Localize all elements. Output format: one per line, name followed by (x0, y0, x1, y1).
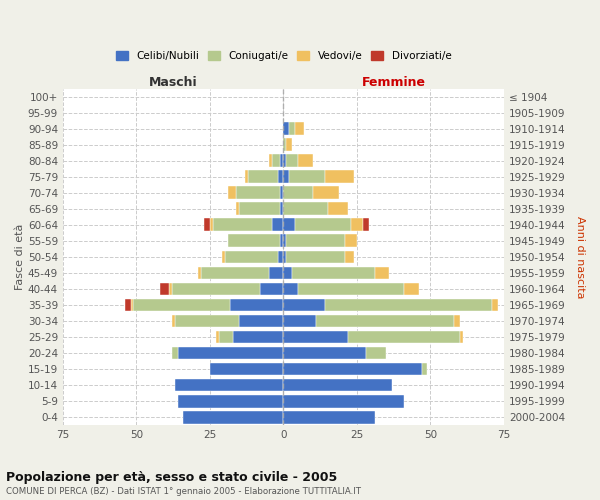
Bar (404, 282, 419, 296)
Bar (283, 410, 374, 424)
Bar (269, 154, 272, 167)
Bar (492, 298, 498, 312)
Bar (239, 202, 280, 215)
Legend: Celibi/Nubili, Coniugati/e, Vedovi/e, Divorziati/e: Celibi/Nubili, Coniugati/e, Vedovi/e, Di… (112, 47, 455, 65)
Bar (374, 266, 389, 280)
Bar (325, 298, 492, 312)
Bar (283, 170, 289, 183)
Y-axis label: Anni di nascita: Anni di nascita (575, 216, 585, 298)
Bar (227, 234, 280, 248)
Bar (295, 122, 304, 135)
Bar (224, 250, 278, 264)
Bar (286, 138, 292, 151)
Bar (351, 218, 363, 232)
Bar (172, 346, 178, 360)
Bar (345, 250, 354, 264)
Bar (289, 122, 295, 135)
Bar (286, 234, 345, 248)
Bar (233, 330, 283, 344)
Bar (283, 154, 286, 167)
Bar (280, 186, 283, 199)
Bar (131, 298, 133, 312)
Bar (172, 282, 260, 296)
Bar (283, 266, 292, 280)
Bar (272, 218, 283, 232)
Bar (283, 122, 289, 135)
Bar (227, 186, 236, 199)
Bar (213, 218, 272, 232)
Bar (298, 282, 404, 296)
Bar (278, 250, 283, 264)
Bar (286, 154, 298, 167)
Text: Popolazione per età, sesso e stato civile - 2005: Popolazione per età, sesso e stato civil… (6, 471, 337, 484)
Text: Femmine: Femmine (362, 76, 425, 88)
Bar (239, 314, 283, 328)
Bar (178, 346, 283, 360)
Bar (348, 330, 460, 344)
Bar (292, 266, 374, 280)
Bar (283, 202, 328, 215)
Bar (216, 330, 219, 344)
Bar (272, 154, 280, 167)
Bar (283, 394, 404, 407)
Bar (283, 362, 422, 376)
Bar (454, 314, 460, 328)
Bar (283, 314, 316, 328)
Bar (248, 170, 278, 183)
Bar (175, 314, 239, 328)
Bar (325, 170, 354, 183)
Bar (175, 378, 283, 392)
Bar (286, 250, 345, 264)
Bar (366, 346, 386, 360)
Bar (283, 186, 313, 199)
Bar (313, 186, 339, 199)
Bar (230, 298, 283, 312)
Text: Maschi: Maschi (149, 76, 197, 88)
Bar (422, 362, 427, 376)
Bar (283, 298, 325, 312)
Bar (460, 330, 463, 344)
Bar (178, 394, 283, 407)
Bar (260, 282, 283, 296)
Bar (219, 330, 233, 344)
Bar (269, 266, 283, 280)
Bar (236, 186, 280, 199)
Bar (198, 266, 201, 280)
Bar (133, 298, 230, 312)
Bar (283, 234, 286, 248)
Bar (283, 282, 298, 296)
Bar (245, 170, 248, 183)
Bar (280, 154, 283, 167)
Bar (283, 250, 286, 264)
Bar (298, 154, 313, 167)
Bar (283, 138, 286, 151)
Bar (278, 170, 283, 183)
Bar (280, 202, 283, 215)
Text: COMUNE DI PERCA (BZ) - Dati ISTAT 1° gennaio 2005 - Elaborazione TUTTITALIA.IT: COMUNE DI PERCA (BZ) - Dati ISTAT 1° gen… (6, 487, 361, 496)
Bar (283, 330, 348, 344)
Bar (316, 314, 454, 328)
Bar (204, 218, 210, 232)
Bar (169, 282, 172, 296)
Bar (125, 298, 131, 312)
Bar (345, 234, 357, 248)
Bar (283, 218, 295, 232)
Y-axis label: Fasce di età: Fasce di età (15, 224, 25, 290)
Bar (289, 170, 325, 183)
Bar (280, 234, 283, 248)
Bar (160, 282, 169, 296)
Bar (210, 218, 213, 232)
Bar (283, 346, 366, 360)
Bar (221, 250, 224, 264)
Bar (363, 218, 368, 232)
Bar (283, 378, 392, 392)
Bar (210, 362, 283, 376)
Bar (201, 266, 269, 280)
Bar (172, 314, 175, 328)
Bar (328, 202, 348, 215)
Bar (184, 410, 283, 424)
Bar (295, 218, 351, 232)
Bar (236, 202, 239, 215)
